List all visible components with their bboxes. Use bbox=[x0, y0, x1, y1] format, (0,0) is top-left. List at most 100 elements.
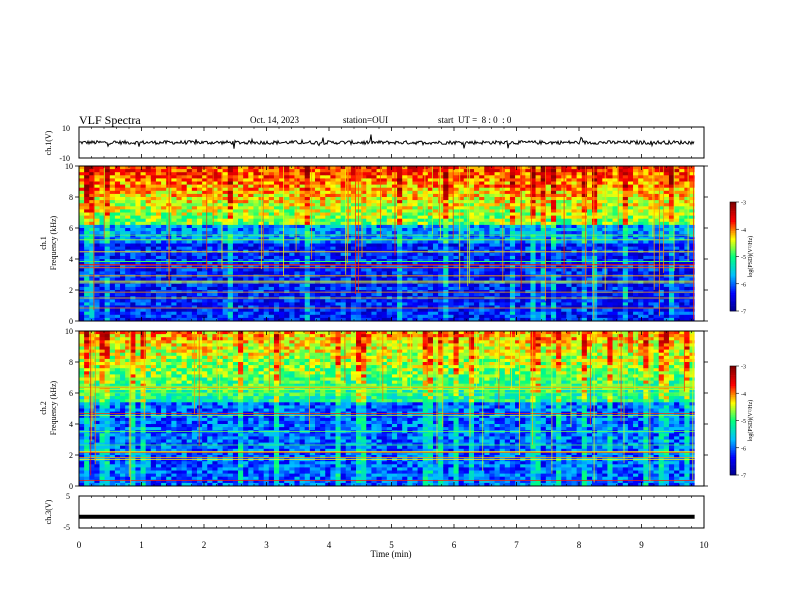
spectrogram-cell bbox=[340, 286, 347, 291]
spectrogram-cell bbox=[407, 187, 413, 192]
spectrogram-cell bbox=[114, 218, 121, 223]
spectrogram-cell bbox=[109, 212, 116, 216]
spectrogram-cell bbox=[571, 190, 578, 195]
spectrogram-cell bbox=[417, 212, 424, 216]
spectrogram-cell bbox=[304, 187, 311, 192]
spectrogram-cell bbox=[412, 203, 418, 207]
spectrogram-cell bbox=[104, 280, 111, 285]
spectrogram-cell bbox=[104, 203, 111, 207]
spectrogram-cell bbox=[325, 255, 331, 260]
spectrogram-cell bbox=[202, 259, 208, 263]
spectrogram-cell bbox=[125, 255, 131, 260]
spectrogram-cell bbox=[366, 200, 372, 204]
spectrogram-cell bbox=[463, 231, 470, 235]
spectrogram-cell bbox=[212, 305, 218, 309]
spectrogram-cell bbox=[479, 240, 485, 244]
spectrogram-cell bbox=[397, 255, 403, 260]
spectrogram-cell bbox=[202, 206, 208, 210]
spectrogram-cell bbox=[186, 265, 193, 269]
spectrogram-cell bbox=[535, 299, 542, 303]
spectrogram-cell bbox=[279, 252, 285, 257]
spectrogram-cell bbox=[556, 193, 562, 198]
spectrogram-cell bbox=[294, 172, 300, 176]
spectrogram-cell bbox=[381, 277, 388, 282]
spectrogram-cell bbox=[397, 187, 403, 192]
spectrogram-cell bbox=[155, 169, 162, 173]
spectrogram-cell bbox=[556, 197, 562, 201]
spectrogram-cell bbox=[84, 255, 90, 260]
spectrogram-cell bbox=[474, 190, 480, 195]
spectrogram-cell bbox=[248, 169, 254, 173]
spectrogram-cell bbox=[155, 224, 162, 229]
spectrogram-cell bbox=[381, 283, 388, 288]
spectrogram-cell bbox=[171, 224, 177, 229]
spectrogram-cell bbox=[150, 280, 157, 285]
spectrogram-cell bbox=[545, 175, 552, 179]
spectrogram-cell bbox=[417, 286, 424, 291]
spectrogram-cell bbox=[391, 305, 398, 309]
spectrogram-cell bbox=[427, 271, 434, 275]
spectrogram-cell bbox=[515, 193, 521, 198]
spectrogram-cell bbox=[320, 234, 326, 238]
spectrogram-cell bbox=[545, 314, 552, 319]
spectrogram-cell bbox=[253, 314, 259, 319]
spectrogram-cell bbox=[325, 317, 331, 322]
spectrogram-cell bbox=[263, 265, 270, 269]
spectrogram-cell bbox=[479, 314, 485, 319]
spectrogram-cell bbox=[161, 215, 167, 220]
spectrogram-cell bbox=[407, 280, 413, 285]
spectrogram-cell bbox=[99, 224, 106, 229]
spectrogram-cell bbox=[304, 190, 311, 195]
spectrogram-cell bbox=[309, 268, 316, 272]
spectrogram-cell bbox=[515, 308, 521, 313]
spectrogram-cell bbox=[258, 283, 265, 288]
spectrogram-cell bbox=[494, 243, 501, 247]
spectrogram-cell bbox=[114, 166, 121, 170]
spectrogram-cell bbox=[222, 175, 229, 179]
spectrogram-cell bbox=[432, 206, 439, 210]
spectrogram-cell bbox=[386, 240, 393, 244]
spectrogram-cell bbox=[484, 197, 490, 201]
spectrogram-cell bbox=[407, 166, 413, 170]
spectrogram-cell bbox=[171, 172, 177, 176]
spectrogram-cell bbox=[227, 286, 234, 291]
spectrogram-cell bbox=[422, 252, 429, 257]
spectrogram-cell bbox=[381, 246, 388, 251]
spectrogram-cell bbox=[202, 277, 208, 282]
spectrogram-cell bbox=[114, 280, 121, 285]
spectrogram-cell bbox=[109, 305, 116, 309]
spectrogram-cell bbox=[94, 231, 100, 235]
spectrogram-cell bbox=[227, 280, 234, 285]
spectrogram-cell bbox=[99, 308, 106, 313]
spectrogram-cell bbox=[417, 293, 424, 297]
spectrogram-cell bbox=[273, 209, 280, 213]
spectrogram-cell bbox=[99, 283, 106, 288]
spectrogram-cell bbox=[222, 286, 229, 291]
spectrogram-cell bbox=[79, 280, 85, 285]
spectrogram-cell bbox=[371, 218, 377, 223]
spectrogram-cell bbox=[176, 314, 182, 319]
spectrogram-cell bbox=[222, 280, 229, 285]
spectrogram-cell bbox=[222, 166, 229, 170]
spectrogram-cell bbox=[576, 311, 583, 316]
spectrogram-cell bbox=[294, 268, 300, 272]
spectrogram-cell bbox=[376, 283, 383, 288]
spectrogram-cell bbox=[468, 259, 475, 263]
spectrogram-cell bbox=[479, 228, 485, 232]
spectrogram-cell bbox=[294, 181, 300, 185]
spectrogram-cell bbox=[494, 181, 501, 185]
spectrogram-cell bbox=[130, 231, 136, 235]
spectrogram-cell bbox=[145, 280, 152, 285]
spectrogram-cell bbox=[99, 197, 106, 201]
spectrogram-cell bbox=[120, 218, 126, 223]
spectrogram-cell bbox=[227, 283, 234, 288]
spectrogram-cell bbox=[207, 299, 213, 303]
spectrogram-cell bbox=[571, 215, 578, 220]
spectrogram-cell bbox=[181, 262, 188, 266]
spectrogram-cell bbox=[479, 193, 485, 198]
spectrogram-cell bbox=[217, 280, 224, 285]
spectrogram-cell bbox=[515, 237, 521, 241]
spectrogram-cell bbox=[104, 252, 111, 257]
spectrogram-cell bbox=[432, 187, 439, 192]
spectrogram-cell bbox=[145, 228, 152, 232]
